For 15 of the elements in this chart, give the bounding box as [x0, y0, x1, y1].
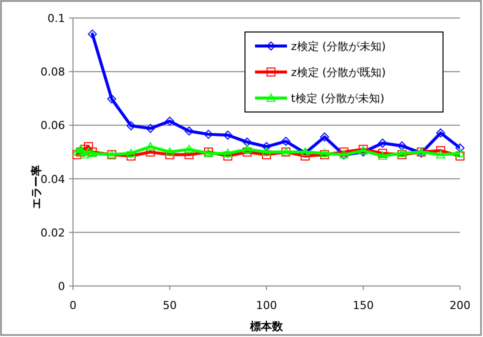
- y-tick-label: 0.08: [40, 66, 65, 79]
- x-tick-label: 200: [450, 299, 470, 312]
- y-tick-label: 0.02: [40, 226, 65, 240]
- y-tick-label: 0.04: [40, 172, 65, 186]
- x-axis-title: 標本数: [249, 320, 284, 333]
- x-tick-label: 100: [256, 299, 277, 312]
- x-tick-label: 150: [352, 299, 374, 312]
- legend-label: t検定 (分散が未知): [291, 92, 384, 105]
- x-tick-label: 50: [162, 299, 177, 312]
- legend-label: z検定 (分散が未知): [291, 40, 386, 53]
- y-tick-label: 0.06: [40, 119, 65, 132]
- y-tick-label: 0.1: [48, 12, 65, 25]
- y-tick-label: 0: [58, 280, 65, 293]
- legend-label: z検定 (分散が既知): [291, 66, 386, 79]
- x-tick-label: 0: [70, 299, 76, 312]
